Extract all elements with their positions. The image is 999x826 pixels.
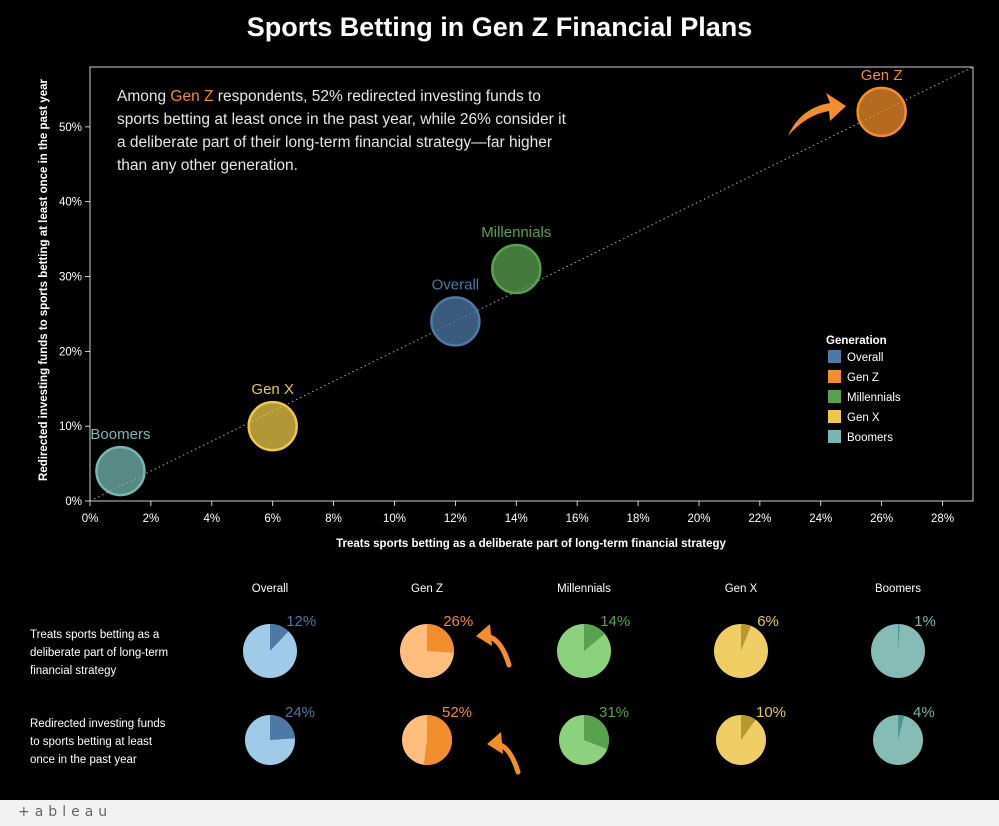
plot-frame (89, 66, 974, 502)
bubble-label-gen-x: Gen X (251, 381, 294, 398)
pie-value-label: 10% (756, 704, 786, 721)
pie-gen-x-slice[interactable] (741, 715, 756, 740)
bubble-series: Boomers Gen X Overall Millennials Gen Z (90, 67, 907, 497)
pie-value-label: 1% (914, 613, 936, 630)
bubble-boomers[interactable] (95, 445, 146, 497)
pie-column-header: Gen X (725, 583, 758, 595)
arrow-head-icon (476, 624, 492, 646)
annotation-prefix: Among (117, 88, 170, 105)
x-tick-label: 12% (444, 513, 467, 525)
legend-item-label[interactable]: Boomers (847, 432, 893, 444)
x-tick-label: 14% (505, 513, 528, 525)
y-tick-label: 50% (59, 122, 82, 134)
row-label-line: Redirected investing funds (30, 718, 166, 730)
pie-value-label: 26% (443, 613, 473, 630)
legend-swatch (828, 350, 841, 363)
legend: Generation Overall Gen Z Millennials Gen X B… (826, 335, 901, 444)
annotation-line2: sports betting at least once in the past… (117, 111, 567, 128)
y-tick-label: 20% (59, 346, 82, 358)
page-title: Sports Betting in Gen Z Financial Plans (246, 12, 753, 42)
y-tick-label: 40% (59, 197, 82, 209)
y-ticks: 0% 10% 20% 30% 40% 50% (59, 122, 90, 508)
footer-bar: +ableau (0, 800, 999, 826)
pie-boomers-slice[interactable] (898, 715, 905, 740)
pie-row-label-strategy: Treats sports betting as a deliberate pa… (30, 626, 220, 680)
legend-swatch (828, 370, 841, 383)
pie-gen-x-slice[interactable] (741, 624, 751, 651)
annotation-highlight: Gen Z (170, 88, 213, 105)
pie-value-label: 14% (600, 613, 630, 630)
tableau-logo[interactable]: +ableau (18, 804, 113, 820)
x-tick-label: 4% (203, 513, 220, 525)
pie-value-label: 52% (442, 704, 472, 721)
bubble-gen-z[interactable] (856, 86, 907, 138)
scatter-chart: 0% 2% 4% 6% 8% 10% 12% 14% 16% 18% 20% 22% 24% 26% 28%… (38, 66, 974, 775)
annotation-line1-rest: respondents, 52% redirected investing fu… (214, 88, 541, 105)
x-tick-label: 10% (383, 513, 406, 525)
pie-overall-slice[interactable] (270, 624, 289, 651)
pie-column-header: Millennials (557, 583, 611, 595)
pie-millennials-slice[interactable] (584, 624, 605, 651)
x-tick-label: 22% (748, 513, 771, 525)
bubble-gen-x[interactable] (247, 400, 298, 452)
x-tick-label: 28% (931, 513, 954, 525)
row-label-line: once in the past year (30, 754, 137, 766)
arrow-icon (788, 93, 846, 136)
annotation-text: Among Gen Z respondents, 52% redirected … (117, 88, 570, 174)
row-label-line: deliberate part of long-term (30, 647, 169, 659)
legend-item-label[interactable]: Overall (847, 352, 883, 364)
bubble-millennials[interactable] (491, 243, 542, 295)
x-tick-label: 18% (627, 513, 650, 525)
x-tick-label: 2% (143, 513, 160, 525)
row-label-line: to sports betting at least (30, 736, 153, 748)
x-tick-label: 16% (566, 513, 589, 525)
pie-value-label: 4% (913, 704, 935, 721)
x-tick-label: 8% (325, 513, 342, 525)
legend-item-label[interactable]: Millennials (847, 392, 901, 404)
x-tick-label: 6% (264, 513, 281, 525)
bubble-label-overall: Overall (432, 276, 480, 293)
legend-item-label[interactable]: Gen X (847, 412, 880, 424)
pie-row-label-redirected: Redirected investing funds to sports bet… (30, 715, 220, 769)
x-axis-label: Treats sports betting as a deliberate pa… (336, 538, 726, 550)
bubble-label-millennials: Millennials (481, 224, 551, 241)
pie-column-header: Gen Z (411, 583, 443, 595)
x-tick-label: 24% (809, 513, 832, 525)
legend-swatch (828, 410, 841, 423)
legend-item-label[interactable]: Gen Z (847, 372, 879, 384)
pie-value-label: 12% (286, 613, 316, 630)
bubble-label-boomers: Boomers (90, 426, 150, 443)
row-label-line: Treats sports betting as a (30, 629, 160, 641)
pie-boomers-slice[interactable] (898, 624, 900, 651)
row-label-line: financial strategy (30, 665, 117, 677)
y-tick-label: 0% (65, 496, 82, 508)
bubble-overall[interactable] (430, 296, 481, 347)
y-tick-label: 30% (59, 272, 82, 284)
pie-gen-z-slice[interactable] (427, 624, 455, 653)
x-ticks: 0% 2% 4% 6% 8% 10% 12% 14% 16% 18% 20% 22% 24% 26% 28% (82, 501, 954, 525)
x-tick-label: 0% (82, 513, 99, 525)
arrow-head-icon (487, 732, 503, 754)
legend-swatch (828, 390, 841, 403)
annotation-line4: than any other generation. (117, 157, 298, 174)
y-tick-label: 10% (59, 421, 82, 433)
bubble-label-gen-z: Gen Z (861, 67, 903, 84)
x-tick-label: 20% (687, 513, 710, 525)
x-tick-label: 26% (870, 513, 893, 525)
pie-overall-slice[interactable] (270, 715, 295, 740)
legend-title: Generation (826, 335, 887, 347)
pie-grid: Overall Gen Z Millennials Gen X Boomers 12% 26… (243, 583, 936, 775)
annotation-line3: a deliberate part of their long-term fin… (117, 134, 552, 151)
pie-value-label: 6% (757, 613, 779, 630)
legend-swatch (828, 430, 841, 443)
pie-gen-z-slice[interactable] (423, 715, 452, 765)
y-axis-label: Redirected investing funds to sports bet… (38, 79, 50, 481)
pie-value-label: 24% (285, 704, 315, 721)
pie-value-label: 31% (599, 704, 629, 721)
pie-millennials-slice[interactable] (584, 715, 609, 750)
pie-column-header: Overall (252, 583, 288, 595)
pie-column-header: Boomers (875, 583, 921, 595)
